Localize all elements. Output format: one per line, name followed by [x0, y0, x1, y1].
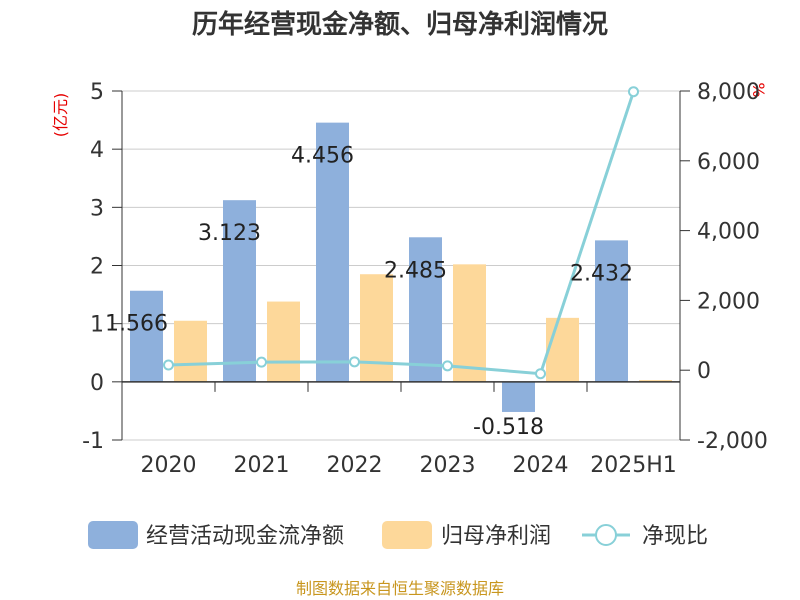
- right-axis-tick-label: 4,000: [697, 220, 760, 245]
- left-axis-unit: (亿元): [51, 93, 70, 138]
- x-axis-tick-label: 2022: [327, 453, 383, 478]
- axes: -1 0 1 2 3 4 5 -2,000 0 2,000 4,000 6,000 8,000 2020 2…: [82, 80, 768, 478]
- data-label: 2.485: [384, 258, 447, 283]
- data-label: 3.123: [198, 221, 261, 246]
- right-axis-tick-label: 0: [697, 359, 711, 384]
- legend-swatch-marker-ratio: [595, 524, 617, 546]
- bars: [130, 122, 672, 412]
- bar-operating-cash-flow: [502, 381, 535, 412]
- x-axis-tick-label: 2025H1: [590, 453, 677, 478]
- legend-label-operating-cash-flow: 经营活动现金流净额: [146, 524, 344, 549]
- data-label: -0.518: [473, 415, 544, 440]
- legend-label-net-profit: 归母净利润: [441, 524, 551, 549]
- left-axis-tick-label: 3: [90, 196, 104, 221]
- right-axis-tick-label: -2,000: [697, 429, 768, 454]
- bar-operating-cash-flow: [130, 290, 163, 382]
- bar-operating-cash-flow: [595, 240, 628, 382]
- legend-label-ratio: 净现比: [642, 524, 708, 549]
- ratio-line-point: [628, 86, 639, 98]
- bar-net-profit: [360, 274, 393, 382]
- ratio-line-point: [256, 356, 267, 368]
- bar-net-profit: [174, 320, 207, 382]
- bar-net-profit: [546, 317, 579, 382]
- ratio-line-point: [349, 356, 360, 368]
- ratio-line-point: [535, 368, 546, 380]
- right-axis-tick-label: 8,000: [697, 80, 760, 105]
- data-labels: 1.566 3.123 4.456 2.485 -0.518 2.432: [105, 144, 633, 440]
- data-label: 2.432: [570, 261, 633, 286]
- x-axis-tick-label: 2021: [234, 453, 290, 478]
- left-axis-tick-label: 0: [90, 371, 104, 396]
- ratio-line-point: [163, 359, 174, 371]
- left-axis-tick-label: 5: [90, 80, 104, 105]
- left-axis-tick-label: 1: [90, 313, 104, 338]
- legend: 经营活动现金流净额 归母净利润 净现比: [88, 521, 708, 549]
- chart-title: 历年经营现金净额、归母净利润情况: [192, 9, 608, 40]
- svg-text:(亿元): (亿元): [51, 93, 70, 138]
- left-axis-tick-label: 4: [90, 138, 104, 163]
- left-axis-tick-label: -1: [82, 429, 104, 454]
- legend-swatch-net-profit: [382, 521, 432, 549]
- ratio-line: [163, 86, 639, 380]
- right-axis-unit: %: [749, 82, 768, 97]
- x-axis-tick-label: 2020: [141, 453, 197, 478]
- ratio-line-path: [168, 91, 635, 376]
- bar-net-profit: [267, 301, 300, 382]
- source-note: 制图数据来自恒生聚源数据库: [296, 579, 504, 598]
- left-axis-tick-label: 2: [90, 255, 104, 280]
- svg-text:%: %: [749, 82, 768, 97]
- right-axis-tick-label: 6,000: [697, 150, 760, 175]
- data-label: 4.456: [291, 144, 354, 169]
- bar-operating-cash-flow: [316, 122, 349, 382]
- x-axis-tick-label: 2023: [420, 453, 476, 478]
- legend-swatch-operating-cash-flow: [88, 521, 138, 549]
- right-axis-tick-label: 2,000: [697, 289, 760, 314]
- bar-net-profit: [639, 380, 672, 382]
- bar-net-profit: [453, 264, 486, 382]
- x-axis-tick-label: 2024: [513, 453, 569, 478]
- data-label: 1.566: [105, 312, 168, 337]
- bar-operating-cash-flow: [409, 237, 442, 382]
- bar-operating-cash-flow: [223, 200, 256, 382]
- ratio-line-point: [442, 360, 453, 372]
